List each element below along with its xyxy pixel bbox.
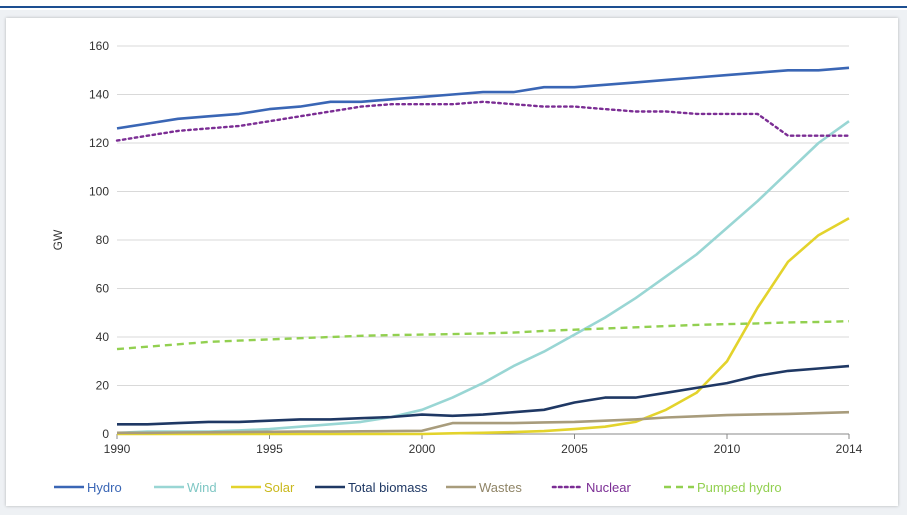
series-line-nuclear [115,100,851,142]
y-tick-labels: 0 20 40 60 80 100 120 140 160 [89,39,109,441]
y-tick-20: 20 [96,379,110,393]
y-tick-160: 160 [89,39,109,53]
y-tick-60: 60 [96,282,110,296]
legend-label-solar: Solar [264,480,295,495]
x-tick-2010: 2010 [714,442,741,456]
y-tick-100: 100 [89,185,109,199]
series-line-pumped-hydro [116,320,850,351]
header-rule [0,6,907,8]
legend-label-wind: Wind [187,480,217,495]
y-axis-title: GW [51,229,65,250]
x-tick-1990: 1990 [104,442,131,456]
legend-label-nuclear: Nuclear [586,480,631,495]
header-strip [0,0,907,10]
grid-lines [117,45,849,386]
y-tick-120: 120 [89,136,109,150]
x-tick-labels: 1990 1995 2000 2005 2010 2014 [104,434,863,456]
chart-panel: 0 20 40 60 80 100 120 140 160 1990 1995 2000 2005 20… [6,18,898,506]
series-line-total-biomass [117,364,850,426]
y-tick-80: 80 [96,233,110,247]
line-chart: 0 20 40 60 80 100 120 140 160 1990 1995 2000 2005 20… [51,39,863,495]
legend-label-total-biomass: Total biomass [348,480,428,495]
x-tick-2000: 2000 [409,442,436,456]
series-line-wind [116,120,850,435]
x-tick-2014: 2014 [836,442,863,456]
series-line-hydro [116,66,850,130]
legend-label-hydro: Hydro [87,480,122,495]
legend-label-pumped-hydro: Pumped hydro [697,480,782,495]
y-tick-0: 0 [102,427,109,441]
series-line-wastes [117,410,850,435]
series-line-solar [117,217,850,436]
series-lines [115,66,851,436]
y-tick-40: 40 [96,330,110,344]
y-tick-140: 140 [89,88,109,102]
legend: Hydro Wind Solar Total biomass Wastes Nuclear… [54,480,782,495]
x-tick-1995: 1995 [256,442,283,456]
x-tick-2005: 2005 [561,442,588,456]
legend-label-wastes: Wastes [479,480,522,495]
